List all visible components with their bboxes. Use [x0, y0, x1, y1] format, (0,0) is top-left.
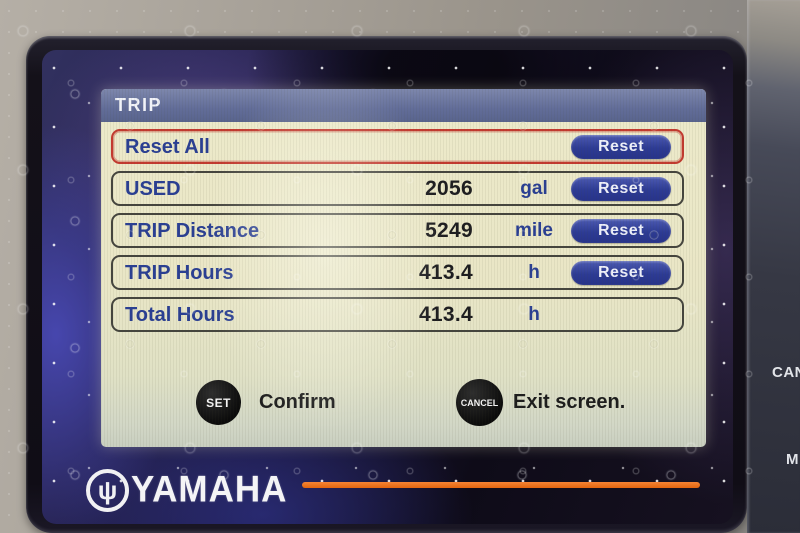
screen-title: TRIP [101, 89, 706, 122]
row-label: TRIP Distance [125, 220, 260, 242]
row-unit: gal [520, 178, 548, 199]
menu-row-trip-distance[interactable]: TRIP Distance 5249 mile Reset [111, 213, 684, 248]
trip-menu-screen: TRIP Reset All Reset USED 2056 gal Reset… [101, 89, 706, 447]
row-value: 5249 [425, 219, 473, 242]
row-value: 413.4 [418, 261, 473, 284]
row-label: TRIP Hours [125, 262, 234, 284]
row-value: 413.4 [418, 303, 473, 326]
menu-row-reset-all[interactable]: Reset All Reset [111, 129, 684, 164]
yamaha-tuning-fork-icon: ψ [86, 469, 129, 512]
set-hint-text: Confirm [259, 391, 336, 413]
accent-line [302, 482, 700, 488]
reset-button[interactable]: Reset [571, 176, 671, 201]
menu-row-total-hours[interactable]: Total Hours 413.4 h [111, 297, 684, 332]
row-unit: mile [514, 220, 554, 241]
reset-button[interactable]: Reset [571, 218, 671, 243]
screen-glass: TRIP Reset All Reset USED 2056 gal Reset… [42, 50, 733, 524]
bezel-label-cancel: CAN [772, 364, 800, 381]
row-label: Reset All [125, 136, 210, 158]
reset-button[interactable]: Reset [571, 260, 671, 285]
row-value: 2056 [425, 177, 473, 200]
menu-row-used[interactable]: USED 2056 gal Reset [111, 171, 684, 206]
set-key-icon: SET [196, 380, 241, 425]
gauge-device: TRIP Reset All Reset USED 2056 gal Reset… [26, 36, 747, 533]
side-bezel [747, 0, 800, 533]
row-unit: h [528, 304, 540, 325]
yamaha-logo: YAMAHA [131, 469, 288, 510]
row-label: USED [125, 178, 181, 200]
cancel-key-icon: CANCEL [456, 379, 503, 426]
reset-button[interactable]: Reset [571, 134, 671, 159]
menu-row-trip-hours[interactable]: TRIP Hours 413.4 h Reset [111, 255, 684, 290]
cancel-hint-text: Exit screen. [513, 391, 626, 413]
row-unit: h [528, 262, 540, 283]
bezel-label-menu: M [786, 451, 799, 468]
row-label: Total Hours [125, 304, 235, 326]
tuning-fork-glyph: ψ [97, 474, 118, 505]
menu-rows: Reset All Reset USED 2056 gal Reset TRIP… [111, 129, 684, 339]
